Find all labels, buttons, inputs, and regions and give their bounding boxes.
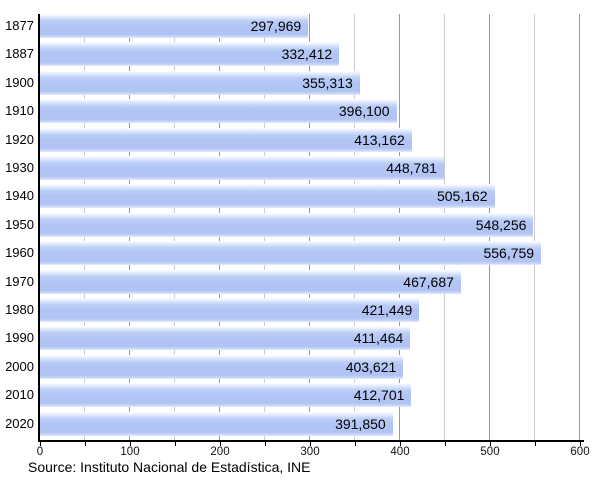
bar: 355,313 (40, 70, 360, 95)
bar: 505,162 (40, 184, 495, 209)
x-axis-tick (264, 442, 266, 446)
x-axis-tick-label: 500 (480, 446, 500, 458)
x-axis-tick-label: 600 (570, 446, 590, 458)
y-axis-label: 1920 (5, 131, 34, 147)
bar: 332,412 (40, 42, 340, 67)
bar: 421,449 (40, 298, 420, 322)
x-axis-line (38, 440, 584, 442)
bar-value-label: 505,162 (436, 188, 488, 205)
x-axis-tick-label: 400 (390, 446, 410, 458)
bar-value-label: 411,464 (353, 330, 404, 347)
x-axis-tick (219, 442, 221, 446)
x-axis-tick (129, 442, 131, 446)
y-axis-label: 1960 (5, 245, 34, 261)
plot-area: 297,969 332,412 355,313 396,100 413,162 448,7… (40, 14, 580, 440)
y-axis-label: 1910 (5, 103, 34, 119)
bar-value-label: 548,256 (475, 216, 527, 233)
bar-value-label: 556,759 (483, 245, 535, 262)
y-axis-label: 2010 (5, 387, 34, 403)
bar: 413,162 (40, 127, 412, 152)
bar: 297,969 (40, 14, 309, 38)
y-axis-label: 1970 (5, 273, 34, 289)
y-axis-label: 1940 (5, 188, 34, 204)
bar-value-label: 467,687 (403, 273, 454, 290)
bar: 556,759 (40, 241, 542, 266)
x-axis-tick (579, 442, 581, 446)
x-axis-tick (489, 442, 491, 446)
source-text: Source: Instituto Nacional de Estadístic… (28, 459, 311, 475)
bar: 391,850 (40, 411, 393, 436)
y-axis-label: 1930 (5, 160, 34, 175)
x-axis-tick (309, 442, 311, 446)
y-axis-label: 1990 (5, 330, 34, 346)
y-axis-label: 1950 (5, 216, 34, 232)
bar-value-label: 355,313 (302, 74, 353, 91)
bar-value-label: 413,162 (354, 131, 405, 148)
bar-value-label: 421,449 (361, 302, 413, 318)
bar-value-label: 391,850 (335, 415, 386, 432)
bar-value-label: 412,701 (353, 387, 405, 404)
x-axis-tick (444, 442, 446, 446)
x-axis-tick-label: 100 (120, 446, 140, 458)
bar-value-label: 403,621 (345, 358, 397, 375)
bar: 412,701 (40, 383, 412, 408)
y-axis-label: 1877 (5, 18, 34, 33)
x-axis-tick (354, 442, 356, 446)
x-axis-tick (399, 442, 401, 446)
x-axis-tick-label: 300 (300, 446, 320, 458)
y-axis-label: 2020 (5, 415, 34, 431)
y-axis-label: 1900 (5, 74, 34, 90)
x-axis-tick (84, 442, 86, 446)
x-axis-tick (174, 442, 176, 446)
x-axis-tick-label: 200 (210, 446, 230, 458)
x-axis-tick-label: 0 (36, 446, 44, 458)
y-axis-label: 1980 (5, 302, 34, 317)
bar: 448,781 (40, 156, 444, 180)
bar-value-label: 297,969 (250, 18, 302, 34)
bar: 411,464 (40, 326, 411, 351)
bar: 467,687 (40, 269, 461, 294)
y-axis-label: 1887 (5, 46, 34, 62)
y-axis-label: 2000 (5, 358, 34, 374)
bar: 548,256 (40, 212, 534, 237)
bar-value-label: 332,412 (281, 46, 333, 63)
bar-value-label: 448,781 (386, 160, 437, 176)
gridline-major (579, 14, 580, 440)
bar: 403,621 (40, 354, 404, 379)
x-axis-tick (39, 442, 41, 446)
bar: 396,100 (40, 99, 397, 124)
x-axis-tick (534, 442, 536, 446)
bar-value-label: 396,100 (338, 103, 390, 120)
gridline-minor (534, 14, 535, 440)
y-axis-line (38, 14, 40, 442)
